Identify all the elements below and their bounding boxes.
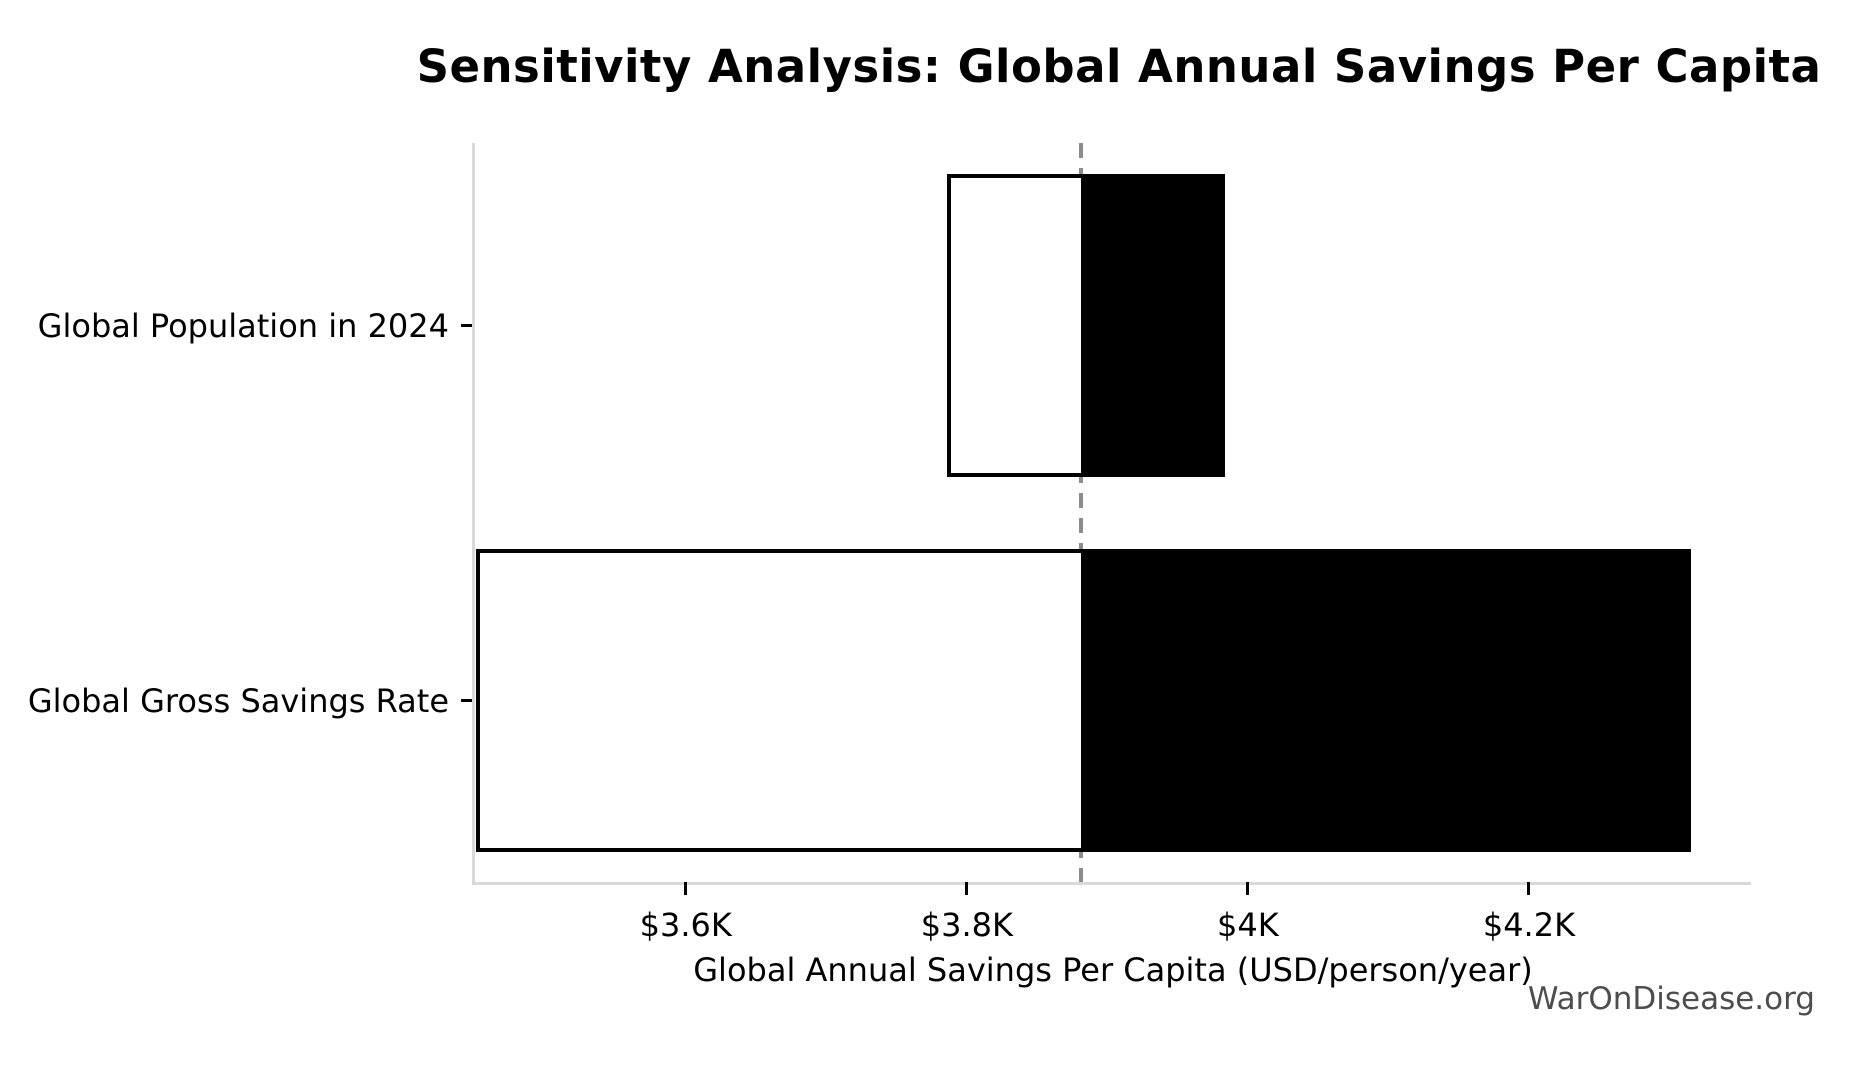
plot-area: $3.6K $3.8K $4K $4.2K Global Population in 2… (28, 143, 1751, 944)
x-tick-label: $4.2K (1482, 906, 1576, 944)
x-axis-label: Global Annual Savings Per Capita (USD/pe… (693, 951, 1533, 989)
bar-high-segment (1080, 174, 1226, 478)
sensitivity-bar (476, 549, 1691, 853)
x-tick-mark (965, 882, 969, 895)
baseline-dashed-line (1078, 143, 1083, 882)
y-axis-category-label: Global Population in 2024 (37, 306, 449, 345)
sensitivity-bar (947, 174, 1226, 478)
x-tick-mark (1246, 882, 1250, 895)
chart-title: Sensitivity Analysis: Global Annual Savi… (416, 40, 1822, 93)
x-tick-label: $3.6K (639, 906, 732, 944)
x-tick-mark (684, 882, 688, 895)
watermark: WarOnDisease.org (1527, 981, 1815, 1017)
y-tick-mark (461, 699, 472, 703)
x-tick-mark (1527, 882, 1531, 895)
x-tick-label: $3.8K (920, 906, 1013, 944)
x-tick-label: $4K (1217, 906, 1279, 944)
y-axis-category-label: Global Gross Savings Rate (27, 681, 449, 720)
y-tick-mark (461, 324, 472, 328)
bar-high-segment (1080, 549, 1691, 853)
